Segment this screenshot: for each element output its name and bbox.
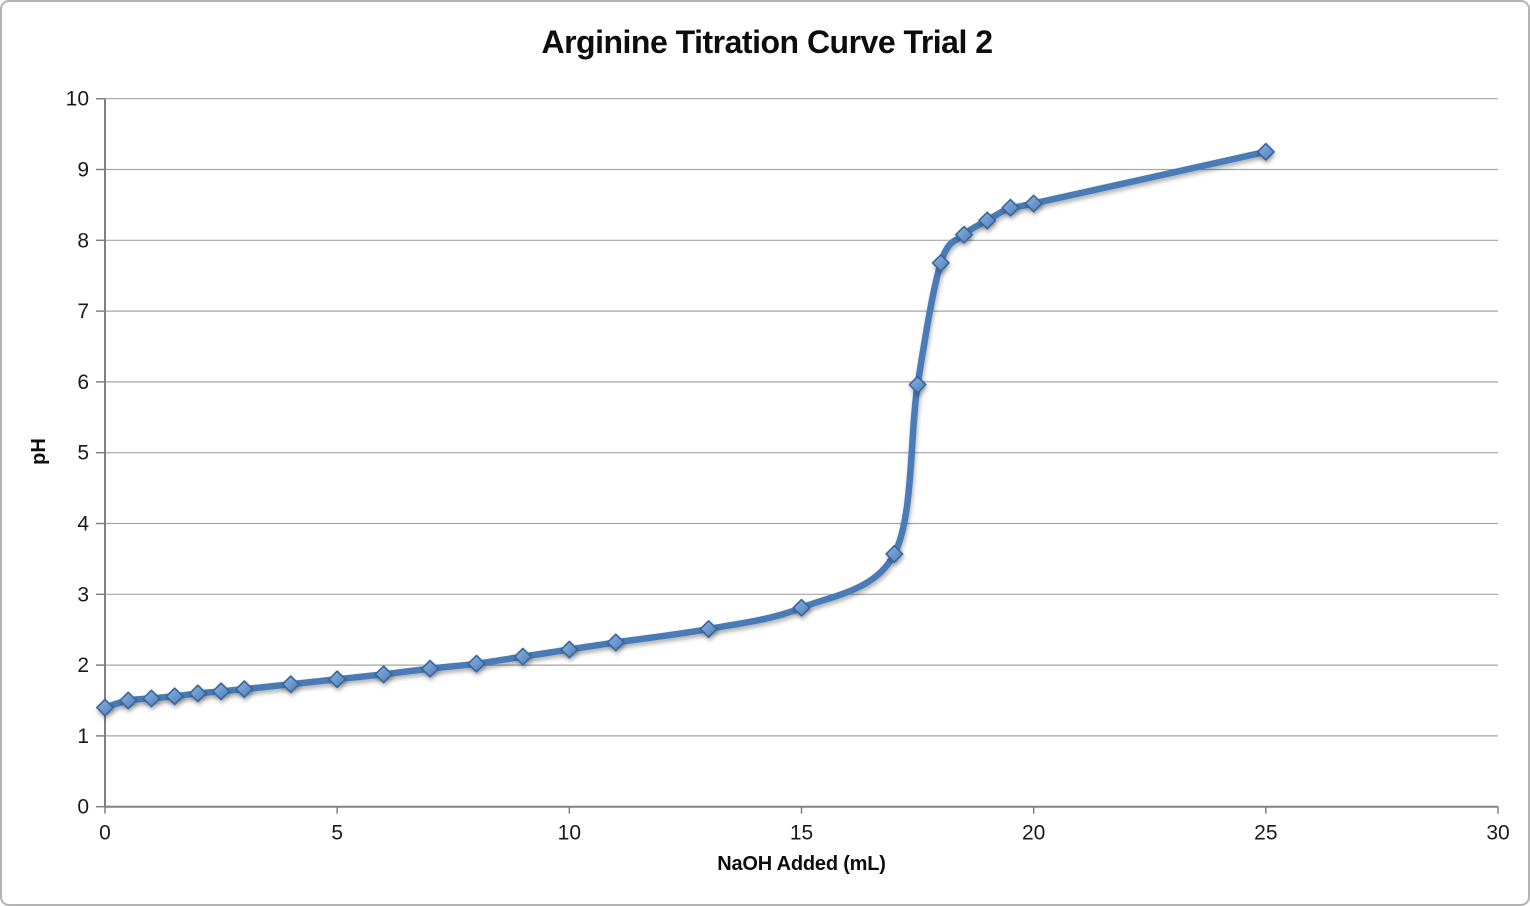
tick-labels: 0 1 2 3 4 5 6 7 8 9 10 0 5 10 15 20 25 30 (66, 88, 1510, 845)
y-tick-label: 1 (77, 725, 89, 748)
data-point-marker (142, 689, 161, 708)
data-point-marker (467, 654, 486, 673)
data-point-marker (978, 211, 997, 230)
data-point-marker (119, 691, 138, 710)
axes (96, 97, 1499, 814)
x-tick-label: 30 (1486, 822, 1509, 845)
data-point-marker (328, 670, 347, 689)
y-tick-label: 7 (77, 300, 89, 323)
y-tick-label: 4 (77, 513, 89, 536)
data-point-marker (1256, 142, 1275, 161)
y-tick-label: 10 (66, 88, 89, 111)
data-point-marker (281, 675, 300, 694)
data-point-marker (908, 375, 927, 394)
y-tick-label: 2 (77, 654, 89, 677)
data-point-marker (212, 682, 231, 701)
data-point-marker (699, 619, 718, 638)
x-axis-title: NaOH Added (mL) (717, 853, 886, 875)
x-tick-label: 15 (790, 822, 813, 845)
data-point-marker (235, 680, 254, 699)
data-point-marker (188, 684, 207, 703)
data-point-marker (606, 633, 625, 652)
x-tick-label: 10 (558, 822, 581, 845)
data-point-marker (792, 598, 811, 617)
x-tick-label: 20 (1022, 822, 1045, 845)
y-tick-label: 5 (77, 442, 89, 465)
y-tick-label: 6 (77, 371, 89, 394)
x-tick-label: 25 (1254, 822, 1277, 845)
chart-title: Arginine Titration Curve Trial 2 (541, 24, 993, 60)
y-tick-label: 9 (77, 159, 89, 182)
gridlines (105, 98, 1498, 737)
data-point-marker (513, 647, 532, 666)
data-point-marker (560, 640, 579, 659)
data-point-marker (955, 225, 974, 244)
data-point-marker (96, 698, 114, 717)
data-point-marker (421, 659, 440, 678)
y-tick-label: 8 (77, 229, 89, 252)
series-markers (96, 142, 1275, 717)
data-point-marker (374, 665, 393, 684)
x-tick-label: 0 (99, 822, 111, 845)
y-tick-label: 0 (77, 796, 89, 819)
data-point-marker (931, 253, 950, 272)
y-axis-title: pH (27, 438, 50, 465)
data-point-marker (1024, 194, 1043, 213)
data-point-marker (885, 544, 904, 563)
data-point-marker (165, 687, 184, 706)
y-tick-label: 3 (77, 583, 89, 606)
data-point-marker (1001, 198, 1020, 217)
data-series (96, 142, 1275, 717)
series-line (101, 148, 1270, 711)
x-tick-label: 5 (331, 822, 343, 845)
